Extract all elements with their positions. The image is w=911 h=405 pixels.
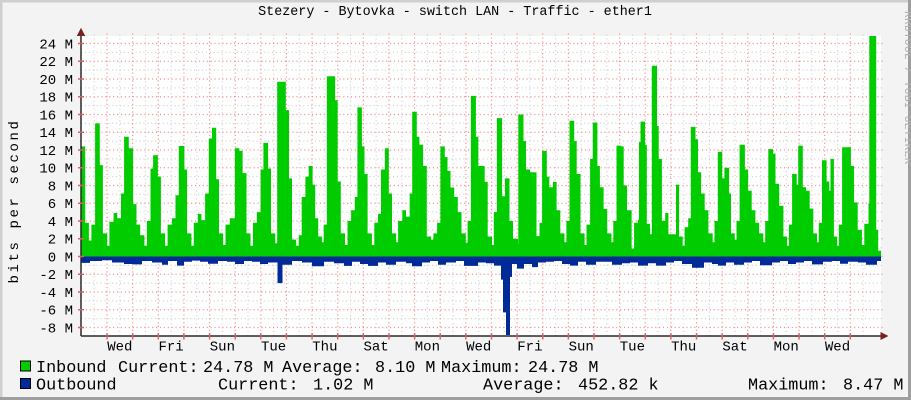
svg-text:RRDTOOL / TOBI OETIKER: RRDTOOL / TOBI OETIKER	[901, 11, 911, 165]
svg-text:bits per second: bits per second	[7, 118, 23, 283]
svg-text:14 M: 14 M	[39, 126, 73, 142]
svg-text:16 M: 16 M	[39, 108, 73, 124]
svg-text:Sun: Sun	[569, 340, 594, 356]
svg-text:Tue: Tue	[261, 340, 286, 356]
svg-text:Sun: Sun	[210, 340, 235, 356]
svg-text:10 M: 10 M	[39, 162, 73, 178]
svg-text:6 M: 6 M	[48, 197, 73, 213]
svg-text:-2 M: -2 M	[39, 268, 73, 284]
svg-text:Average:: Average:	[483, 377, 564, 396]
svg-text:8 M: 8 M	[48, 179, 73, 195]
svg-text:Fri: Fri	[517, 340, 542, 356]
svg-text:Wed: Wed	[107, 340, 132, 356]
svg-text:Wed: Wed	[466, 340, 491, 356]
svg-text:Stezery - Bytovka - switch LAN: Stezery - Bytovka - switch LAN - Traffic…	[258, 5, 652, 20]
svg-text:Inbound: Inbound	[36, 359, 107, 378]
svg-text:Current:: Current:	[218, 377, 299, 396]
svg-text:24.78 M: 24.78 M	[203, 359, 274, 378]
svg-text:-6 M: -6 M	[39, 304, 73, 320]
svg-text:Thu: Thu	[312, 340, 337, 356]
svg-text:-4 M: -4 M	[39, 286, 73, 302]
svg-text:Tue: Tue	[620, 340, 645, 356]
svg-text:Average:: Average:	[282, 359, 363, 378]
svg-text:Fri: Fri	[158, 340, 183, 356]
svg-text:Mon: Mon	[415, 340, 440, 356]
svg-text:8.47 M: 8.47 M	[843, 377, 903, 396]
svg-text:452.82 k: 452.82 k	[578, 377, 659, 396]
svg-text:12 M: 12 M	[39, 144, 73, 160]
svg-text:Current:: Current:	[118, 359, 199, 378]
svg-text:0 M: 0 M	[48, 250, 73, 266]
svg-text:18 M: 18 M	[39, 91, 73, 107]
svg-text:20 M: 20 M	[39, 73, 73, 89]
svg-text:Mon: Mon	[774, 340, 799, 356]
svg-text:Sat: Sat	[722, 340, 747, 356]
svg-text:Maximum:: Maximum:	[441, 359, 522, 378]
svg-text:4 M: 4 M	[48, 215, 73, 231]
svg-text:Sat: Sat	[363, 340, 388, 356]
svg-text:Thu: Thu	[671, 340, 696, 356]
svg-text:8.10 M: 8.10 M	[375, 359, 435, 378]
svg-text:2 M: 2 M	[48, 233, 73, 249]
svg-text:24 M: 24 M	[39, 37, 73, 53]
svg-text:Wed: Wed	[825, 340, 850, 356]
svg-text:24.78 M: 24.78 M	[528, 359, 599, 378]
svg-text:-8 M: -8 M	[39, 321, 73, 337]
svg-text:Maximum:: Maximum:	[748, 377, 829, 396]
svg-text:Outbound: Outbound	[36, 377, 117, 396]
svg-text:1.02 M: 1.02 M	[313, 377, 373, 396]
svg-text:22 M: 22 M	[39, 55, 73, 71]
